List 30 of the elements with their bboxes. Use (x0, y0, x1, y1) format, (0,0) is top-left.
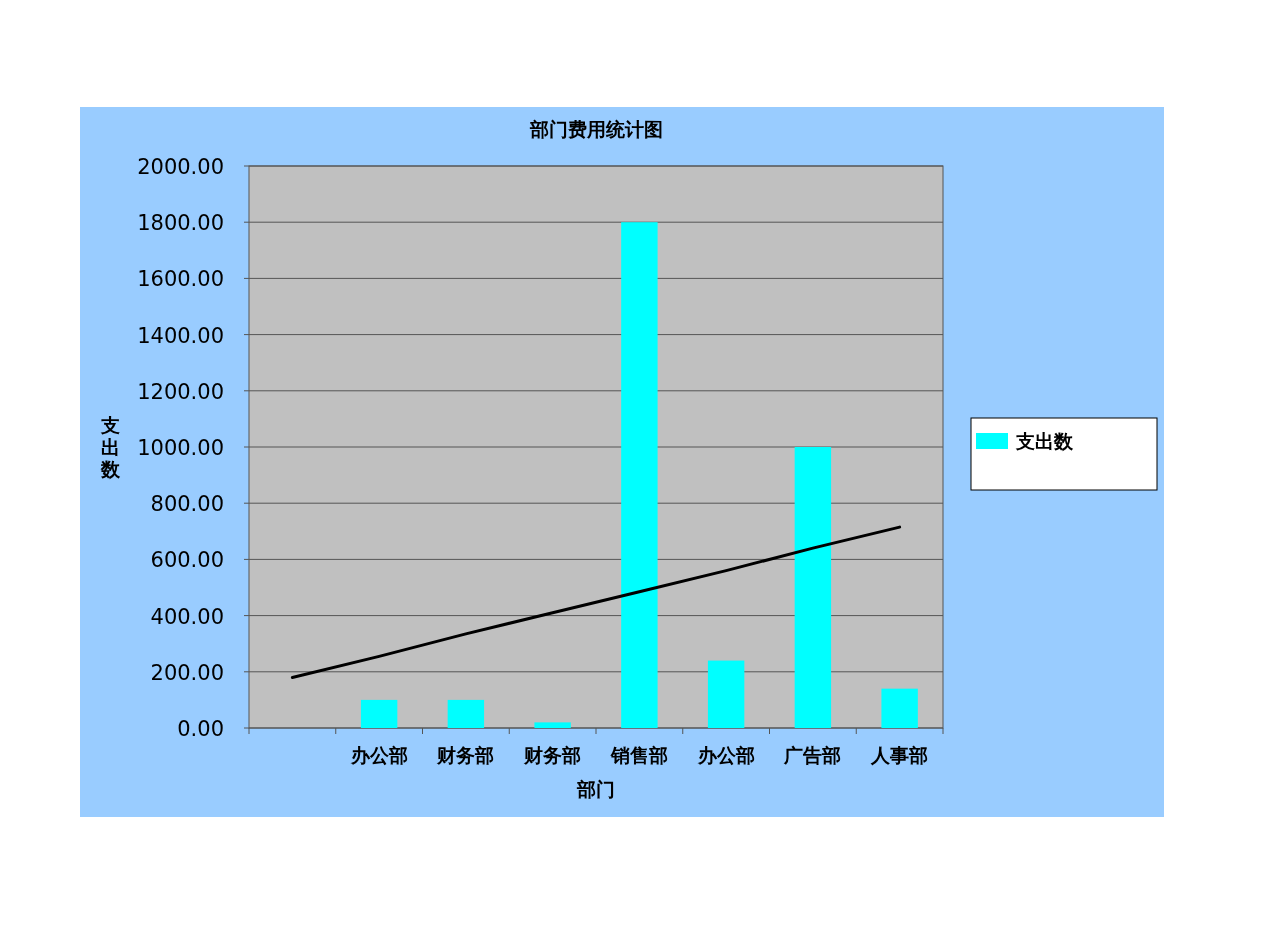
x-axis-title: 部门 (576, 778, 615, 800)
x-tick-label: 办公部 (349, 744, 408, 766)
y-axis-title: 支出数 (99, 414, 121, 480)
x-tick-label: 销售部 (609, 744, 668, 766)
y-tick-label: 1000.00 (137, 436, 224, 460)
y-tick-label: 2000.00 (137, 155, 224, 179)
bar (794, 447, 832, 728)
line-series (290, 525, 902, 679)
x-tick-label: 财务部 (523, 744, 582, 766)
legend-label: 支出数 (1015, 430, 1074, 452)
bar (621, 222, 658, 728)
y-tick-label: 600.00 (150, 548, 224, 573)
y-tick-label: 800.00 (150, 492, 224, 517)
bar (881, 688, 918, 728)
y-tick-label: 1800.00 (137, 211, 224, 236)
bar (447, 699, 485, 728)
y-tick-label: 200.00 (150, 660, 224, 685)
y-tick-label: 1400.00 (137, 323, 224, 348)
bar (707, 660, 745, 728)
y-tick-label: 0.00 (177, 717, 224, 741)
x-tick-label: 人事部 (870, 744, 929, 766)
bar (534, 722, 571, 728)
x-tick-label: 财务部 (436, 744, 495, 766)
x-tick-label: 广告部 (783, 744, 842, 766)
bar (360, 699, 398, 728)
y-tick-label: 1200.00 (137, 379, 224, 404)
y-tick-label: 1600.00 (137, 267, 224, 292)
y-tick-label: 400.00 (150, 604, 224, 629)
x-tick-label: 办公部 (696, 744, 755, 766)
chart-title: 部门费用统计图 (528, 118, 663, 140)
